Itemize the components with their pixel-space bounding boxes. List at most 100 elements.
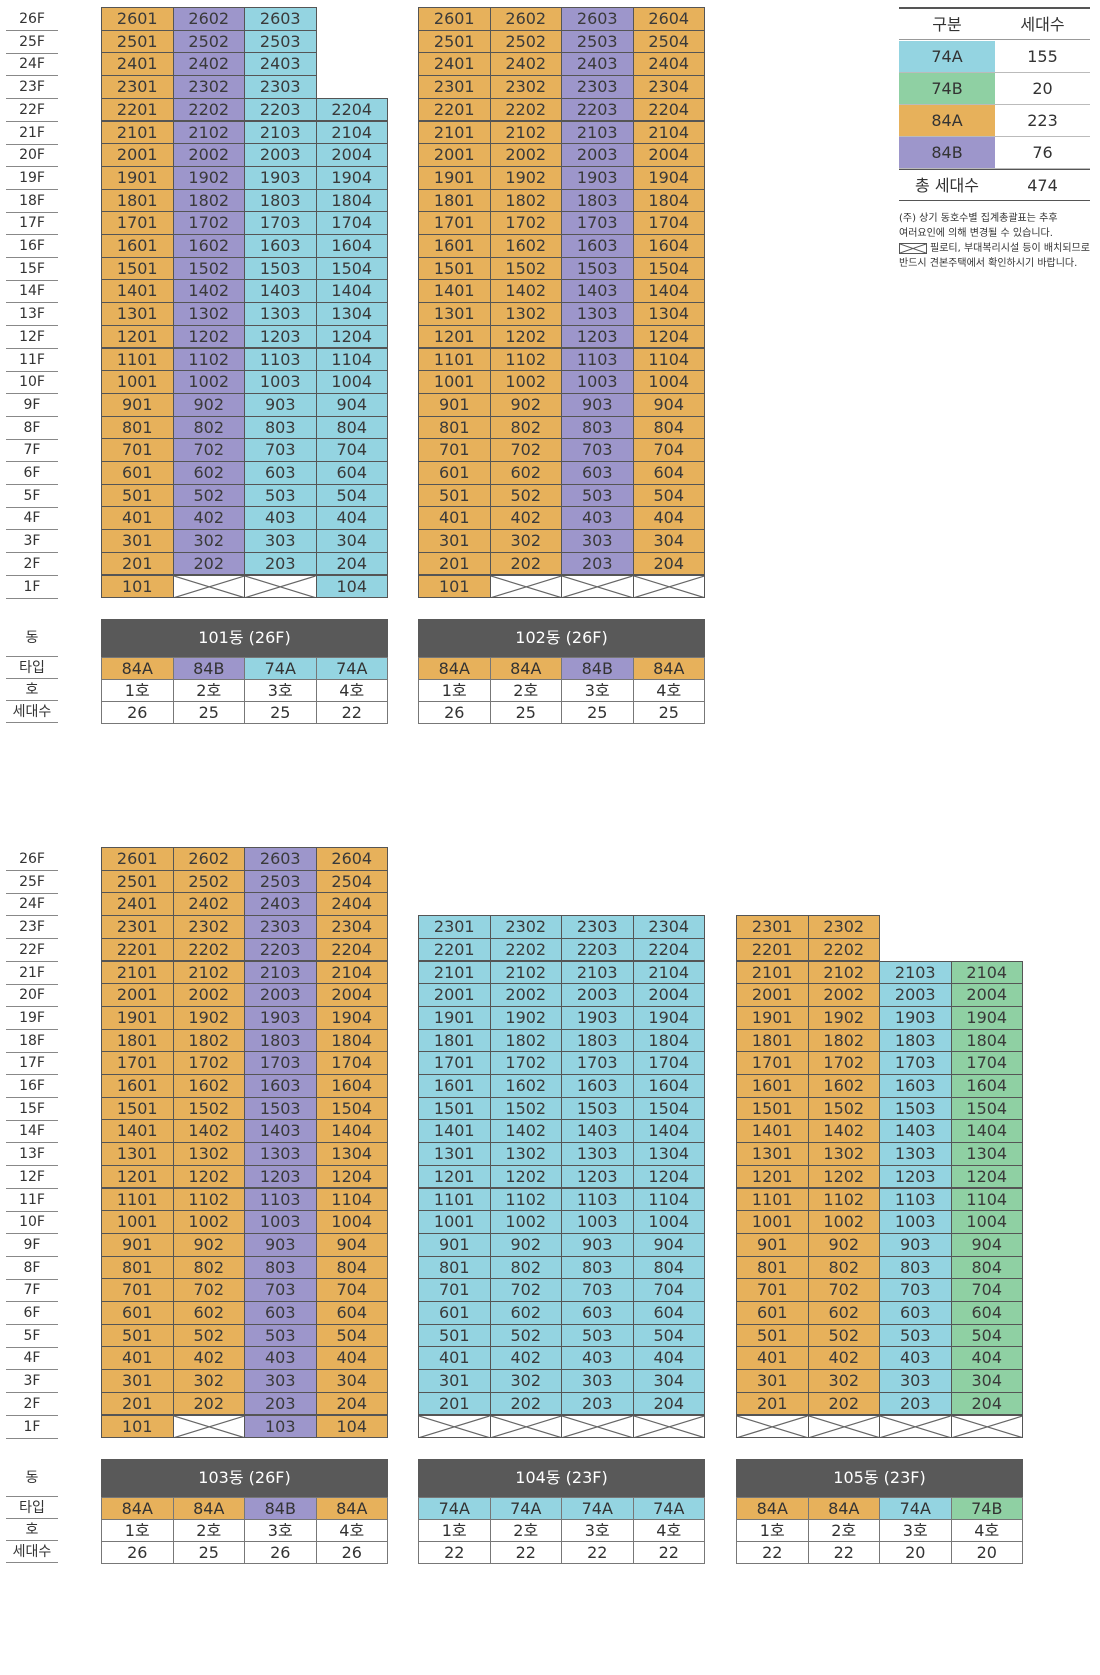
unit-cell: 303 (244, 529, 317, 553)
type-cell: 74A (561, 1497, 634, 1521)
unit-cell: 2001 (101, 983, 174, 1007)
unit-cell: 1404 (315, 1119, 388, 1144)
unit-cell: 1102 (807, 1187, 880, 1212)
unit-cell: 1403 (561, 1119, 634, 1144)
floor-label: 22F (6, 938, 58, 962)
unit-cell: 204 (632, 551, 705, 576)
unit-cell: 2402 (172, 52, 245, 77)
unit-cell: 704 (632, 438, 705, 462)
type-cell: 84A (418, 657, 491, 681)
ho-cell: 2호 (807, 1519, 880, 1543)
unit-cell: 1204 (315, 1164, 388, 1189)
units-cell: 20 (950, 1541, 1023, 1565)
unit-cell: 404 (632, 1346, 705, 1371)
unit-cell: 1002 (489, 1210, 562, 1234)
units-cell: 26 (315, 1541, 388, 1565)
unit-cell: 2604 (632, 7, 705, 31)
floor-label: 25F (6, 30, 58, 54)
unit-cell: 301 (418, 1369, 491, 1393)
unit-cell: 2503 (244, 869, 317, 894)
unit-cell: 2302 (489, 75, 562, 99)
unit-cell: 1402 (172, 279, 245, 304)
floor-label: 3F (6, 529, 58, 554)
legend-type-swatch: 74B (899, 73, 995, 105)
floor-label: 14F (6, 1119, 58, 1144)
units-cell: 25 (172, 701, 245, 725)
type-label: 타입 (6, 657, 58, 680)
unit-cell: 2304 (632, 75, 705, 99)
unit-cell: 1501 (418, 1096, 491, 1121)
unit-cell: 1003 (561, 370, 634, 394)
unit-cell: 1003 (244, 1210, 317, 1234)
unit-cell: 1701 (736, 1051, 809, 1075)
type-cell: 84A (315, 1497, 388, 1521)
unit-cell: 1004 (315, 1210, 388, 1234)
floor-label: 8F (6, 1256, 58, 1280)
unit-cell: 1202 (807, 1164, 880, 1189)
unit-cell: 2604 (315, 847, 388, 871)
unit-cell: 604 (315, 1301, 388, 1325)
floor-label: 4F (6, 1346, 58, 1371)
unit-cell: 501 (101, 1323, 174, 1348)
ho-cell: 2호 (489, 1519, 562, 1543)
unit-cell: 1301 (101, 1142, 174, 1166)
unit-cell: 201 (101, 1391, 174, 1416)
floor-label: 21F (6, 961, 58, 985)
pilotis-cell (632, 574, 705, 599)
pilotis-cell (489, 1414, 562, 1439)
unit-cell: 901 (418, 1232, 491, 1257)
pilotis-cell (879, 1414, 952, 1439)
unit-cell: 603 (561, 1301, 634, 1325)
unit-cell: 904 (632, 392, 705, 417)
unit-cell: 702 (489, 438, 562, 462)
unit-cell: 1202 (489, 324, 562, 349)
unit-cell: 1204 (950, 1164, 1023, 1189)
ho-cell: 4호 (632, 1519, 705, 1543)
unit-cell: 1501 (101, 256, 174, 281)
unit-cell: 203 (561, 551, 634, 576)
unit-cell: 902 (489, 392, 562, 417)
unit-cell: 1003 (879, 1210, 952, 1234)
unit-cell: 1703 (879, 1051, 952, 1075)
legend-head-count: 세대수 (995, 9, 1090, 40)
unit-cell: 801 (101, 1255, 174, 1280)
unit-cell: 1202 (172, 324, 245, 349)
units-cell: 26 (418, 701, 491, 725)
unit-cell: 203 (879, 1391, 952, 1416)
unit-cell: 502 (807, 1323, 880, 1348)
floor-label: 11F (6, 1188, 58, 1212)
unit-cell: 704 (950, 1278, 1023, 1302)
unit-cell: 1704 (632, 1051, 705, 1075)
unit-cell: 2102 (807, 960, 880, 985)
floor-label: 13F (6, 1142, 58, 1167)
unit-cell: 2003 (561, 143, 634, 167)
unit-cell: 2001 (736, 983, 809, 1007)
unit-cell: 2502 (172, 869, 245, 894)
unit-cell: 704 (315, 1278, 388, 1302)
unit-cell: 2104 (315, 960, 388, 985)
unit-cell: 1101 (101, 1187, 174, 1212)
floor-label: 4F (6, 506, 58, 531)
type-cell: 74A (244, 657, 317, 681)
unit-cell: 903 (561, 392, 634, 417)
unit-cell: 2501 (101, 869, 174, 894)
unit-cell: 1604 (950, 1074, 1023, 1098)
legend-type-swatch: 84A (899, 105, 995, 137)
legend-total-label: 총 세대수 (899, 169, 995, 201)
unit-cell: 2602 (489, 7, 562, 31)
unit-cell: 502 (489, 1323, 562, 1348)
unit-cell: 502 (172, 483, 245, 508)
unit-cell: 1401 (101, 1119, 174, 1144)
unit-cell: 901 (101, 392, 174, 417)
unit-cell: 401 (101, 1346, 174, 1371)
unit-cell: 1603 (561, 1074, 634, 1098)
unit-cell: 2301 (418, 75, 491, 99)
unit-cell: 2004 (632, 143, 705, 167)
unit-cell: 1304 (315, 302, 388, 326)
type-cell: 84B (172, 657, 245, 681)
type-cell: 84A (736, 1497, 809, 1521)
unit-cell: 1001 (101, 370, 174, 394)
unit-cell: 1301 (736, 1142, 809, 1166)
unit-cell: 1001 (418, 370, 491, 394)
unit-cell: 2503 (244, 29, 317, 54)
